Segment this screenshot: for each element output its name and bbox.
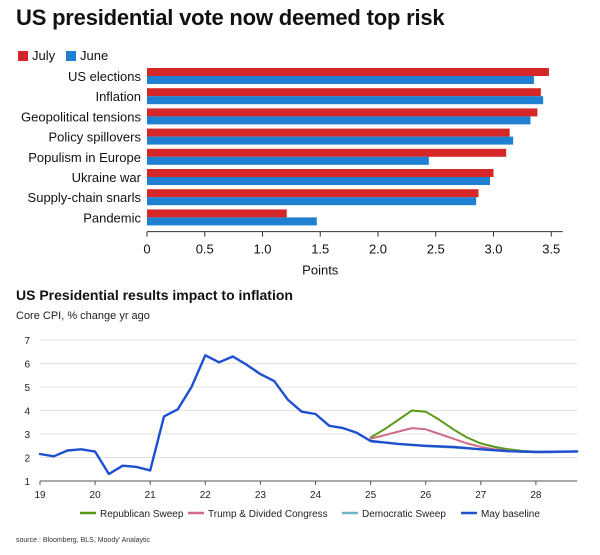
- legend-label: Democratic Sweep: [362, 509, 446, 520]
- x-tick-label: 2.0: [369, 242, 387, 257]
- x-tick-label: 24: [310, 490, 322, 501]
- category-label: Inflation: [95, 89, 141, 104]
- x-tick-label: 19: [34, 490, 46, 501]
- x-tick-label: 1.5: [311, 242, 329, 257]
- x-tick-label: 23: [255, 490, 267, 501]
- x-tick-label: 21: [145, 490, 157, 501]
- line-chart-subtitle: Core CPI, % change yr ago: [16, 310, 150, 322]
- series-line-may-baseline: [38, 354, 579, 476]
- x-tick-label: 0.5: [196, 242, 214, 257]
- chart-title: US presidential vote now deemed top risk: [16, 5, 445, 30]
- y-tick-label: 6: [24, 360, 30, 371]
- x-tick-label: 25: [365, 490, 377, 501]
- category-label: Populism in Europe: [28, 150, 141, 165]
- y-tick-label: 4: [24, 407, 30, 418]
- y-tick-label: 3: [24, 430, 30, 441]
- legend-label: Republican Sweep: [100, 509, 184, 520]
- legend-swatch-june: [66, 51, 76, 61]
- x-tick-label: 20: [90, 490, 102, 501]
- bar-june: [147, 76, 534, 84]
- bar-june: [147, 156, 429, 165]
- bar-july: [147, 209, 287, 218]
- legend-swatch-july: [18, 51, 28, 61]
- bar-july: [147, 169, 494, 177]
- bar-july: [147, 88, 541, 97]
- x-axis-title: Points: [302, 263, 339, 275]
- bar-june: [147, 197, 477, 206]
- category-label: US elections: [68, 69, 141, 84]
- bar-july: [147, 68, 549, 76]
- y-tick-label: 2: [24, 454, 30, 465]
- legend-label-july: July: [32, 48, 56, 63]
- x-tick-label: 3.0: [484, 242, 502, 257]
- bar-june: [147, 217, 317, 226]
- bar-july: [147, 128, 510, 137]
- y-tick-label: 1: [24, 477, 30, 488]
- source-note: source : Bloomberg, BLS, Moody' Analayti…: [16, 537, 151, 544]
- category-label: Pandemic: [83, 210, 141, 225]
- x-tick-label: 3.5: [542, 242, 560, 257]
- bar-june: [147, 177, 491, 185]
- line-chart-title: US Presidential results impact to inflat…: [16, 287, 293, 303]
- category-label: Supply-chain snarls: [28, 190, 142, 205]
- category-label: Geopolitical tensions: [21, 109, 141, 124]
- y-tick-label: 7: [24, 336, 30, 347]
- bar-july: [147, 108, 538, 117]
- bar-july: [147, 148, 507, 157]
- category-label: Ukraine war: [72, 170, 142, 185]
- y-tick-label: 5: [24, 383, 30, 394]
- bar-chart: July June US elections Inflation Geopolitica…: [18, 48, 563, 275]
- legend-label-june: June: [80, 48, 108, 63]
- legend-label: Trump & Divided Congress: [208, 509, 328, 520]
- x-tick-label: 27: [475, 490, 487, 501]
- x-tick-label: 26: [420, 490, 432, 501]
- x-tick-label: 28: [530, 490, 542, 501]
- x-tick-label: 2.5: [427, 242, 445, 257]
- x-tick-label: 22: [200, 490, 212, 501]
- bar-june: [147, 96, 544, 105]
- category-label: Policy spillovers: [49, 130, 142, 145]
- legend-label: May baseline: [481, 509, 540, 520]
- bar-july: [147, 189, 479, 198]
- x-tick-label: 0: [143, 242, 150, 257]
- bar-june: [147, 136, 514, 145]
- x-tick-label: 1.0: [253, 242, 271, 257]
- bar-june: [147, 116, 531, 125]
